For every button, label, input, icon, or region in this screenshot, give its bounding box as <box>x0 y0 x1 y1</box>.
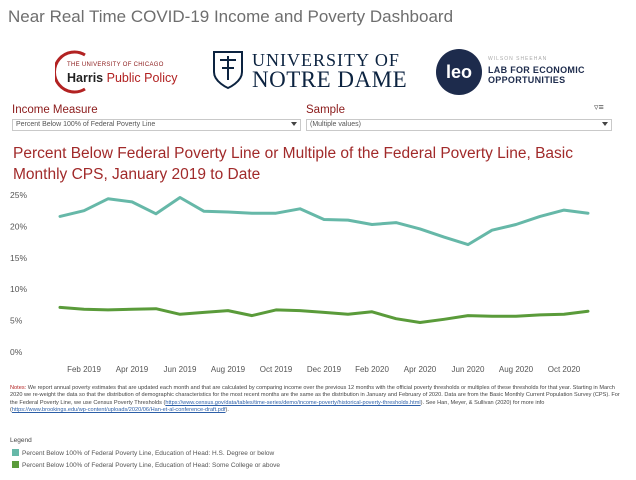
harris-name: Harris Public Policy <box>67 71 178 85</box>
notes-label: Notes: <box>10 385 27 391</box>
chevron-down-icon <box>602 122 608 126</box>
notre-dame-line2: NOTRE DAME <box>252 67 408 92</box>
x-tick-label: Feb 2020 <box>355 365 389 374</box>
y-tick-label: 0% <box>10 347 23 357</box>
x-tick-label: Apr 2020 <box>404 365 437 374</box>
income-measure-value: Percent Below 100% of Federal Poverty Li… <box>16 121 156 128</box>
y-tick-label: 25% <box>10 190 27 200</box>
x-tick-label: Dec 2019 <box>307 365 342 374</box>
leo-logo: leo WILSON SHEEHAN LAB FOR ECONOMIC OPPO… <box>436 49 586 97</box>
sample-label: Sample <box>306 104 345 116</box>
notes: Notes: We report annual poverty estimate… <box>10 385 622 415</box>
notes-text-3: ). <box>225 407 229 414</box>
harris-arc-icon <box>55 50 86 94</box>
sample-select[interactable]: (Multiple values) <box>306 119 612 131</box>
x-tick-label: Apr 2019 <box>116 365 149 374</box>
y-tick-label: 20% <box>10 221 27 231</box>
y-tick-label: 10% <box>10 284 27 294</box>
leo-line1: LAB FOR ECONOMIC <box>488 65 585 75</box>
legend-title: Legend <box>10 437 32 444</box>
notre-dame-shield-icon <box>213 51 243 90</box>
uchicago-harris-logo: THE UNIVERSITY OF CHICAGO Harris Public … <box>55 47 178 97</box>
income-measure-select[interactable]: Percent Below 100% of Federal Poverty Li… <box>12 119 301 131</box>
x-tick-label: Oct 2020 <box>548 365 581 374</box>
notre-dame-logo: UNIVERSITY OF NOTRE DAME <box>212 50 407 94</box>
x-tick-label: Oct 2019 <box>260 365 293 374</box>
legend-label: Percent Below 100% of Federal Poverty Li… <box>22 462 280 469</box>
filter-options-icon[interactable]: ▿≡ <box>594 102 604 112</box>
notes-text-1: We report annual poverty estimates that … <box>10 385 620 406</box>
y-tick-label: 15% <box>10 253 27 263</box>
chevron-down-icon <box>291 122 297 126</box>
x-tick-label: Feb 2019 <box>67 365 101 374</box>
leo-small-text: WILSON SHEEHAN <box>488 56 548 62</box>
legend-item-hs-or-below[interactable]: Percent Below 100% of Federal Poverty Li… <box>12 449 274 457</box>
legend-item-some-college[interactable]: Percent Below 100% of Federal Poverty Li… <box>12 461 280 469</box>
legend-swatch <box>12 461 19 468</box>
income-measure-label: Income Measure <box>12 104 98 116</box>
census-thresholds-link[interactable]: https://www.census.gov/data/tables/time-… <box>165 399 421 406</box>
x-tick-label: Aug 2019 <box>211 365 246 374</box>
uchicago-small-text: THE UNIVERSITY OF CHICAGO <box>67 62 164 68</box>
legend-swatch <box>12 449 19 456</box>
sample-value: (Multiple values) <box>310 121 361 128</box>
x-tick-label: Aug 2020 <box>499 365 534 374</box>
chart-title: Percent Below Federal Poverty Line or Mu… <box>13 145 573 183</box>
dashboard-title: Near Real Time COVID-19 Income and Pover… <box>8 7 454 26</box>
notre-dame-line1: UNIVERSITY OF <box>252 50 400 70</box>
brookings-link[interactable]: https://www.brookings.edu/wp-content/upl… <box>11 407 226 414</box>
series-line-1[interactable] <box>58 305 590 324</box>
leo-mark: leo <box>436 49 482 95</box>
series-line-0[interactable] <box>58 196 590 247</box>
x-tick-label: Jun 2019 <box>164 365 197 374</box>
poverty-line-chart: 0% 5% 10% 15% 20% 25% Feb 2019 Apr 2019 Jun 2019… <box>10 190 590 374</box>
notes-text-2: ). See Han, Meyer, & Sullivan (2020) for… <box>10 399 545 414</box>
leo-line2: OPPORTUNITIES <box>488 75 566 85</box>
y-tick-label: 5% <box>10 316 23 326</box>
x-tick-label: Jun 2020 <box>452 365 485 374</box>
legend-label: Percent Below 100% of Federal Poverty Li… <box>22 450 275 457</box>
